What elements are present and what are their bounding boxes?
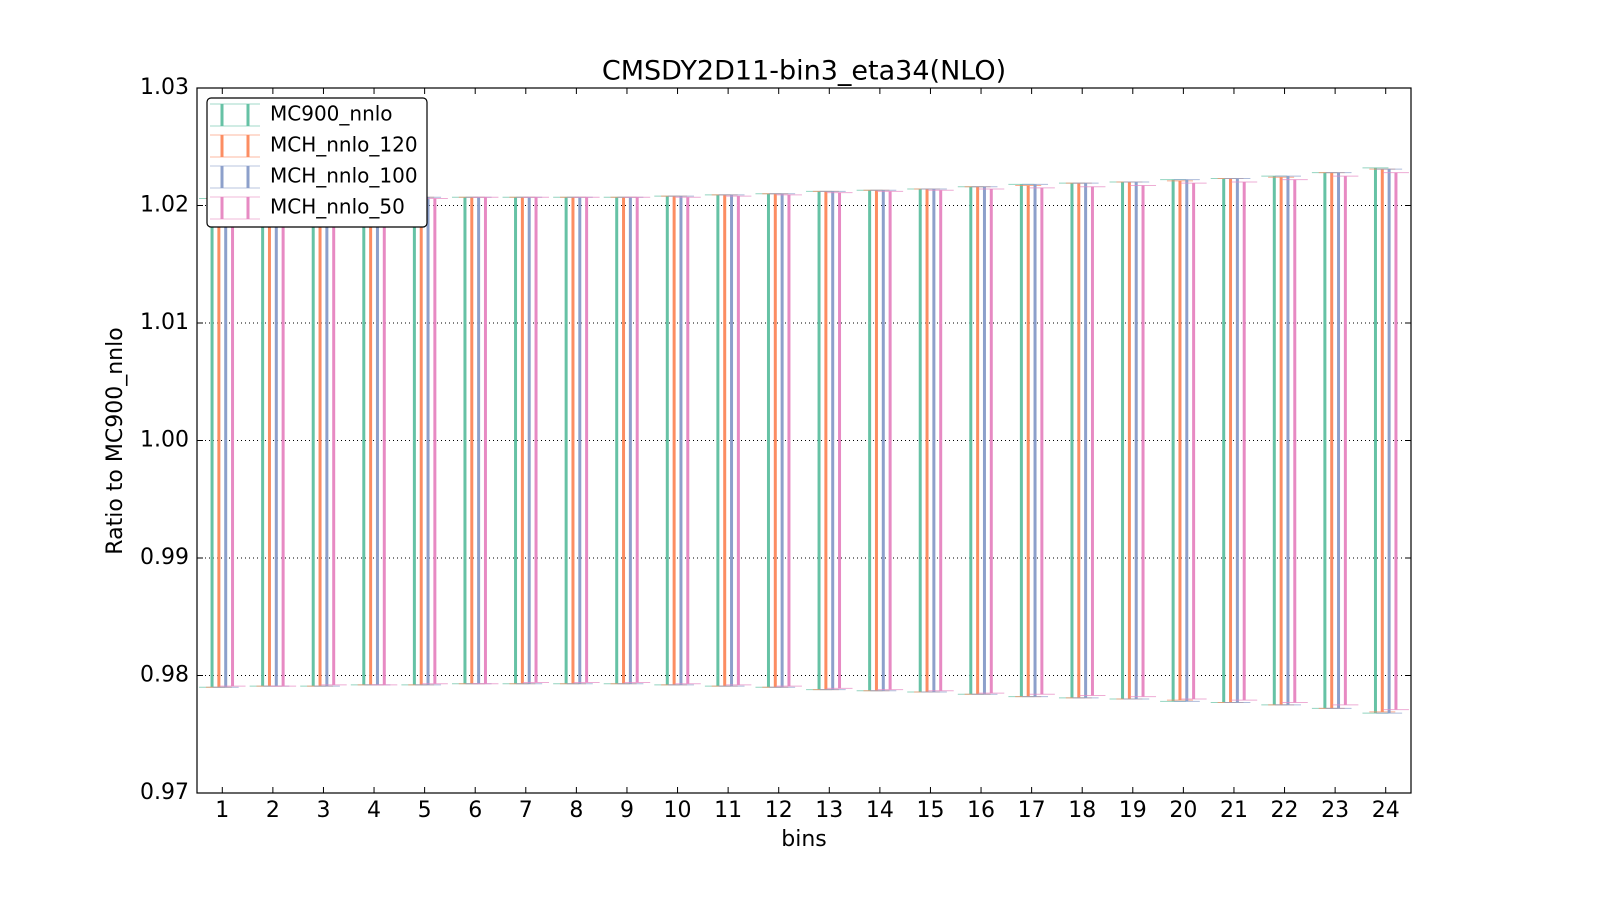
chart-title: CMSDY2D11-bin3_eta34(NLO)	[602, 56, 1006, 87]
error-bar	[1376, 168, 1403, 714]
x-tick-label: 19	[1119, 798, 1147, 823]
x-tick-label: 1	[215, 798, 229, 823]
x-axis-label: bins	[781, 827, 826, 852]
legend-label: MCH_nnlo_120	[270, 133, 418, 157]
error-bar	[826, 192, 853, 689]
x-tick-label: 7	[519, 798, 533, 823]
plot-frame	[196, 87, 1412, 794]
error-bar	[667, 195, 694, 686]
legend-label: MC900_nnlo	[270, 102, 393, 126]
y-tick-label: 1.00	[140, 428, 189, 453]
x-tick-label: 6	[468, 798, 482, 823]
error-bar	[1079, 186, 1106, 696]
x-tick-label: 9	[620, 798, 634, 823]
legend-item: MC900_nnlo	[210, 102, 393, 127]
error-bar	[674, 196, 701, 685]
y-tick-label: 0.97	[140, 780, 189, 805]
error-bar	[1173, 179, 1200, 702]
x-tick-label: 17	[1018, 798, 1046, 823]
error-bar	[1224, 177, 1251, 704]
legend-item: MCH_nnlo_50	[210, 195, 405, 220]
y-tick-label: 0.99	[140, 545, 189, 570]
error-bar	[978, 188, 1005, 694]
x-tick-label: 12	[765, 798, 793, 823]
x-tick-label: 18	[1068, 798, 1096, 823]
y-axis-label: Ratio to MC900_nnlo	[103, 327, 128, 554]
error-bar	[971, 186, 998, 695]
error-bar	[927, 189, 954, 692]
y-tick-label: 1.03	[140, 75, 189, 100]
error-bar	[1231, 181, 1258, 701]
error-bar	[1123, 181, 1150, 700]
error-bar	[1072, 182, 1099, 699]
y-tick-label: 1.01	[140, 310, 189, 335]
y-tick-label: 1.02	[140, 193, 189, 218]
x-tick-label: 3	[316, 798, 330, 823]
error-bar	[573, 196, 600, 684]
error-bar	[775, 194, 802, 687]
x-tick-label: 15	[916, 798, 944, 823]
error-bar	[1130, 185, 1157, 698]
legend-item: MCH_nnlo_100	[210, 164, 418, 189]
error-bar	[1325, 172, 1352, 709]
x-tick-label: 13	[815, 798, 843, 823]
x-tick-label: 4	[367, 798, 381, 823]
legend-item: MCH_nnlo_120	[210, 133, 418, 158]
x-tick-label: 2	[266, 798, 280, 823]
x-tick-label: 11	[714, 798, 742, 823]
y-tick-label: 0.98	[140, 663, 189, 688]
legend-box	[206, 97, 428, 228]
error-bar	[870, 189, 897, 692]
legend-label: MCH_nnlo_50	[270, 195, 405, 219]
x-tick-label: 24	[1372, 798, 1400, 823]
error-bar	[472, 196, 499, 685]
error-bar	[1281, 179, 1308, 704]
error-bar	[725, 195, 752, 686]
error-bar	[877, 190, 904, 691]
error-bar	[1274, 175, 1301, 706]
x-tick-label: 22	[1271, 798, 1299, 823]
error-bar	[523, 196, 550, 684]
error-bar	[769, 193, 796, 688]
legend-label: MCH_nnlo_100	[270, 164, 418, 188]
x-tick-label: 16	[967, 798, 995, 823]
error-bar	[1166, 180, 1193, 701]
error-bar	[1180, 182, 1207, 700]
error-bar	[1022, 183, 1049, 698]
x-tick-label: 23	[1321, 798, 1349, 823]
x-tick-label: 10	[664, 798, 692, 823]
error-bar	[920, 188, 947, 693]
error-bar	[624, 196, 651, 684]
error-bar	[819, 190, 846, 691]
x-tick-label: 21	[1220, 798, 1248, 823]
error-bar	[1382, 172, 1409, 711]
legend: MC900_nnlo MCH_nnlo_120 MCH_nnlo_100 MCH_nn…	[206, 97, 428, 228]
x-tick-label: 20	[1169, 798, 1197, 823]
x-tick-label: 5	[418, 798, 432, 823]
error-bar	[1028, 187, 1055, 695]
error-bar	[1332, 175, 1359, 706]
x-tick-label: 8	[569, 798, 583, 823]
error-bar	[718, 194, 745, 687]
x-tick-label: 14	[866, 798, 894, 823]
